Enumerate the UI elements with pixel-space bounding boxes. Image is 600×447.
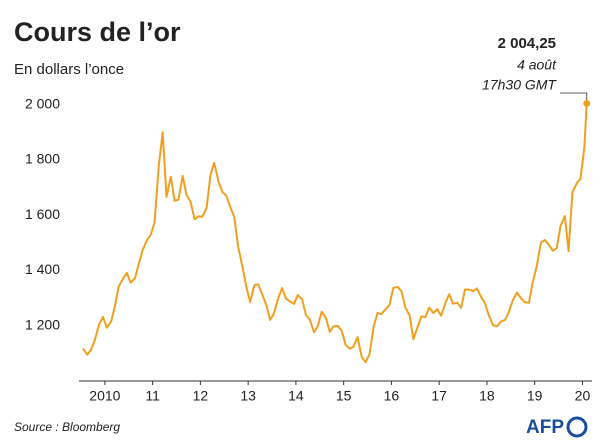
- chart-subtitle: En dollars l’once: [14, 61, 124, 78]
- x-tick-label: 14: [288, 388, 304, 404]
- x-tick-label: 16: [384, 388, 400, 404]
- x-tick-label: 15: [336, 388, 352, 404]
- logo-icon: [566, 416, 588, 438]
- x-tick-label: 2010: [89, 388, 120, 404]
- x-tick-label: 12: [193, 388, 209, 404]
- last-point: [583, 99, 591, 107]
- annotation-value: 2 004,25: [498, 35, 556, 52]
- annotation-date: 4 août: [517, 57, 557, 73]
- y-tick-label: 2 000: [25, 95, 60, 111]
- y-tick-label: 1 400: [25, 261, 60, 277]
- x-tick-label: 19: [527, 388, 543, 404]
- x-tick-label: 13: [240, 388, 256, 404]
- x-tick-label: 11: [145, 388, 160, 404]
- annotation-time: 17h30 GMT: [482, 77, 557, 93]
- y-tick-label: 1 200: [25, 316, 60, 332]
- x-tick-label: 18: [479, 388, 495, 404]
- y-tick-label: 1 600: [25, 206, 60, 222]
- y-tick-label: 1 800: [25, 151, 60, 167]
- source: Source : Bloomberg: [14, 420, 120, 434]
- chart-title: Cours de l’or: [14, 17, 181, 47]
- price-line: [82, 103, 588, 364]
- x-tick-label: 17: [431, 388, 447, 404]
- annotation-connector: [560, 92, 588, 104]
- logo: AFP: [526, 417, 564, 438]
- x-tick-label: 20: [575, 388, 591, 404]
